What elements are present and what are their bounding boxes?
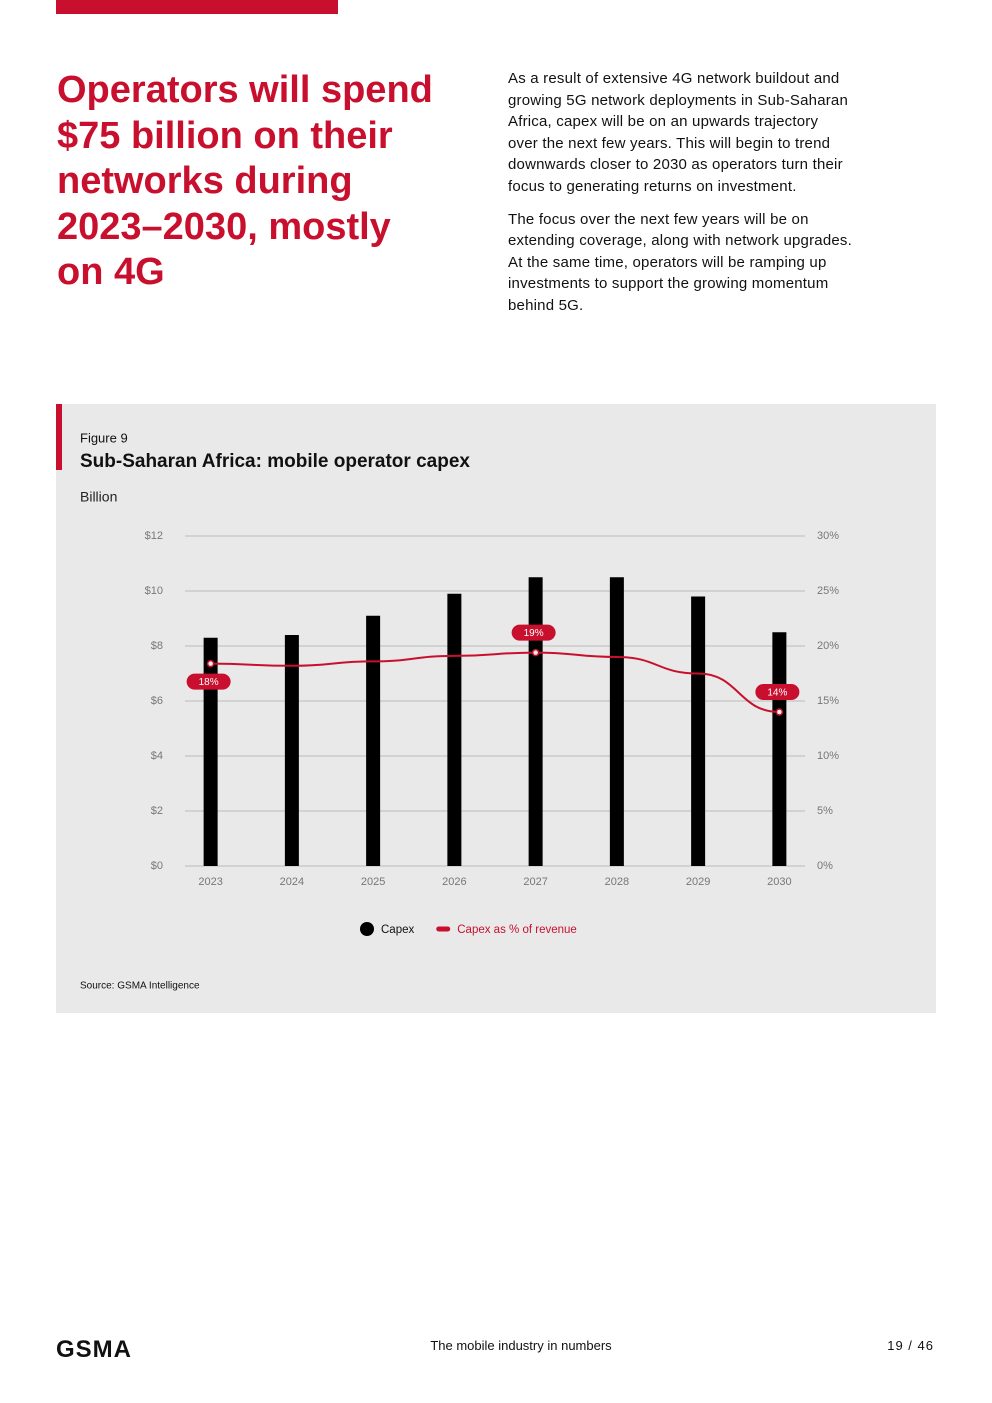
heading-line: Operators will spend [57, 69, 433, 111]
text-line: downwards closer to 2030 as operators tu… [508, 156, 843, 174]
heading-line: networks during [57, 160, 353, 202]
bar [609, 577, 624, 866]
x-tick-label: 2024 [280, 876, 304, 888]
y-tick-label: $12 [145, 530, 163, 542]
y-tick-label: $6 [151, 695, 163, 707]
text-line: extending coverage, along with network u… [508, 232, 852, 250]
data-label: 18% [199, 677, 219, 688]
chart-title: Sub-Saharan Africa: mobile operator cape… [80, 451, 470, 472]
text-line: behind 5G. [508, 296, 584, 314]
label-pill [755, 684, 800, 700]
x-tick-label: 2027 [523, 876, 547, 888]
line-marker [531, 648, 540, 657]
logo: GSMA [56, 1336, 132, 1363]
y2-tick-label: 0% [817, 860, 833, 872]
label-pill [186, 673, 231, 690]
x-tick-label: 2023 [198, 876, 222, 888]
line-marker [206, 659, 215, 668]
y-tick-label: $8 [151, 640, 163, 652]
x-tick-label: 2030 [767, 876, 791, 888]
y-tick-label: $10 [145, 585, 163, 597]
text-line: over the next few years. This will begin… [508, 134, 831, 152]
body-text: As a result of extensive 4G network buil… [508, 68, 928, 328]
figure-accent [56, 404, 62, 470]
y2-tick-label: 30% [817, 530, 839, 542]
y-tick-label: $2 [151, 805, 163, 817]
data-label: 19% [524, 628, 544, 639]
line [210, 651, 780, 713]
text-line: As a result of extensive 4G network buil… [508, 70, 840, 87]
x-tick-label: 2029 [686, 876, 710, 888]
y2-tick-label: 25% [817, 585, 839, 597]
legend-label: Capex as % of revenue [457, 924, 577, 936]
bar [366, 615, 381, 866]
x-tick-label: 2026 [442, 876, 466, 888]
bar [691, 596, 706, 866]
bar [772, 632, 787, 866]
text-line: investments to support the growing momen… [508, 275, 829, 293]
label-pill [511, 624, 556, 641]
figure: Figure 9 Sub-Saharan Africa: mobile oper… [56, 404, 936, 1013]
heading-line: 2023–2030, mostly [57, 205, 391, 248]
text-line: Africa, capex will be on an upwards traj… [508, 113, 819, 131]
figure-label: Figure 9 [80, 430, 128, 445]
legend-label: Capex [381, 924, 414, 936]
text-line: At the same time, operators will be ramp… [508, 253, 827, 271]
y2-tick-label: 15% [817, 695, 839, 707]
text-line: growing 5G network deployments in Sub-Sa… [508, 91, 849, 109]
x-tick-label: 2028 [605, 876, 629, 888]
source: Source: GSMA Intelligence [80, 981, 200, 992]
heading-line: on 4G [57, 251, 165, 293]
top-bar [56, 0, 338, 14]
heading-line: $75 billion on their [57, 114, 393, 157]
bar [447, 593, 462, 866]
bar [528, 577, 543, 866]
text-line: focus to generating returns on investmen… [508, 177, 797, 195]
x-tick-label: 2025 [361, 876, 385, 888]
heading: Operators will spend $75 billion on their… [57, 68, 497, 296]
line-marker [775, 708, 784, 716]
y-tick-label: $4 [151, 750, 163, 762]
page-number: 19 / 46 [887, 1338, 934, 1353]
paragraph: As a result of extensive 4G network buil… [508, 68, 928, 198]
bar [203, 637, 218, 866]
data-label: 14% [767, 688, 787, 699]
chart: Figure 9 Sub-Saharan Africa: mobile oper… [56, 404, 839, 992]
paragraph: The focus over the next few years will b… [508, 209, 928, 317]
y2-tick-label: 10% [817, 750, 839, 762]
y-axis-label: Billion [80, 489, 117, 505]
legend-swatch [360, 922, 374, 936]
y2-tick-label: 5% [817, 805, 833, 817]
footer-text: The mobile industry in numbers [430, 1338, 612, 1353]
bar [284, 635, 299, 866]
y-tick-label: $0 [151, 860, 163, 872]
text-line: The focus over the next few years will b… [508, 210, 809, 228]
legend-swatch [436, 926, 451, 932]
y2-tick-label: 20% [817, 640, 839, 652]
